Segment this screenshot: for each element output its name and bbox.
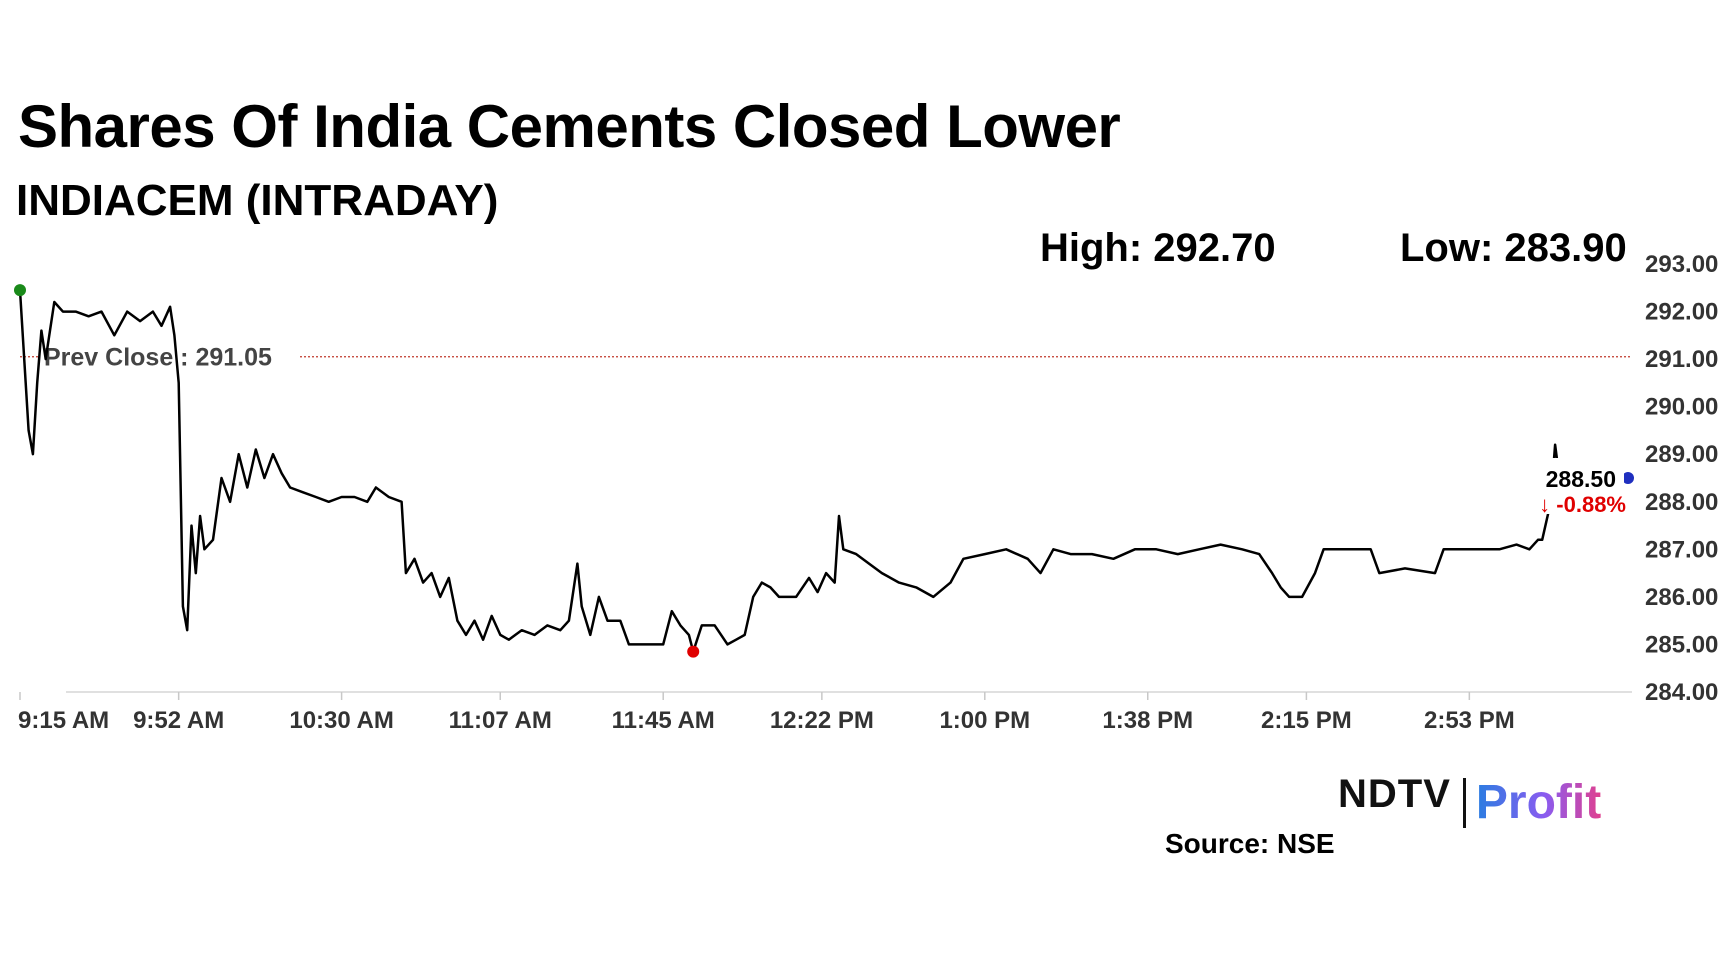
y-tick-label: 290.00 xyxy=(1645,394,1718,421)
x-tick-label: 1:38 PM xyxy=(1102,707,1193,734)
last-price-label: 288.50 xyxy=(1546,466,1616,492)
axis-layer: 9:15 AM 9:52 AM 10:30 AM 11:07 AM 11:45 AM 12… xyxy=(18,251,1718,734)
x-tick-label: 9:52 AM xyxy=(133,707,224,734)
y-tick-label: 287.00 xyxy=(1645,536,1718,563)
y-tick-label: 291.00 xyxy=(1645,346,1718,373)
brand-profit-text: Profit xyxy=(1475,776,1602,830)
y-tick-label: 293.00 xyxy=(1645,251,1718,278)
last-price-label-bg xyxy=(1536,458,1624,514)
prev-close-label-bg xyxy=(38,340,300,371)
price-line xyxy=(18,290,1628,653)
day-low-label: Low: 283.90 xyxy=(1400,226,1627,270)
x-tick-label: 2:53 PM xyxy=(1424,707,1515,734)
x-tick-label: 12:22 PM xyxy=(770,707,874,734)
y-tick-label: 289.00 xyxy=(1645,441,1718,468)
x-tick-label: 1:00 PM xyxy=(939,707,1030,734)
prev-close-layer: Prev Close : 291.05 xyxy=(20,340,1632,372)
marker-layer xyxy=(14,284,1634,658)
x-tick-label: 9:15 AM xyxy=(18,707,109,734)
chart-title: Shares Of India Cements Closed Lower xyxy=(18,93,1121,160)
last-price-marker xyxy=(1622,472,1634,484)
label-layer: 288.50↓ -0.88% xyxy=(1536,458,1626,517)
y-tick-label: 292.00 xyxy=(1645,299,1718,326)
x-tick-label: 10:30 AM xyxy=(289,707,393,734)
x-tick-label: 2:15 PM xyxy=(1261,707,1352,734)
x-tick-label: 11:07 AM xyxy=(449,707,552,734)
low-price-marker xyxy=(687,645,700,658)
prev-close-label: Prev Close : 291.05 xyxy=(44,344,272,372)
price-line-layer xyxy=(18,290,1628,653)
source-note: Source: NSE xyxy=(1165,828,1335,859)
brand-ndtv-text: NDTV xyxy=(1338,772,1451,816)
y-tick-label: 286.00 xyxy=(1645,584,1718,611)
x-tick-label: 11:45 AM xyxy=(612,707,715,734)
chart-subtitle: INDIACEM (INTRADAY) xyxy=(16,176,499,225)
ndtv-profit-logo: NDTV Profit xyxy=(1338,772,1601,830)
day-high-label: High: 292.70 xyxy=(1040,226,1276,270)
y-tick-label: 288.00 xyxy=(1645,489,1718,516)
change-percent-label: ↓ -0.88% xyxy=(1539,492,1626,517)
y-tick-label: 284.00 xyxy=(1645,679,1718,706)
y-tick-label: 285.00 xyxy=(1645,631,1718,658)
brand-separator xyxy=(1462,777,1466,828)
open-price-marker xyxy=(14,284,26,297)
